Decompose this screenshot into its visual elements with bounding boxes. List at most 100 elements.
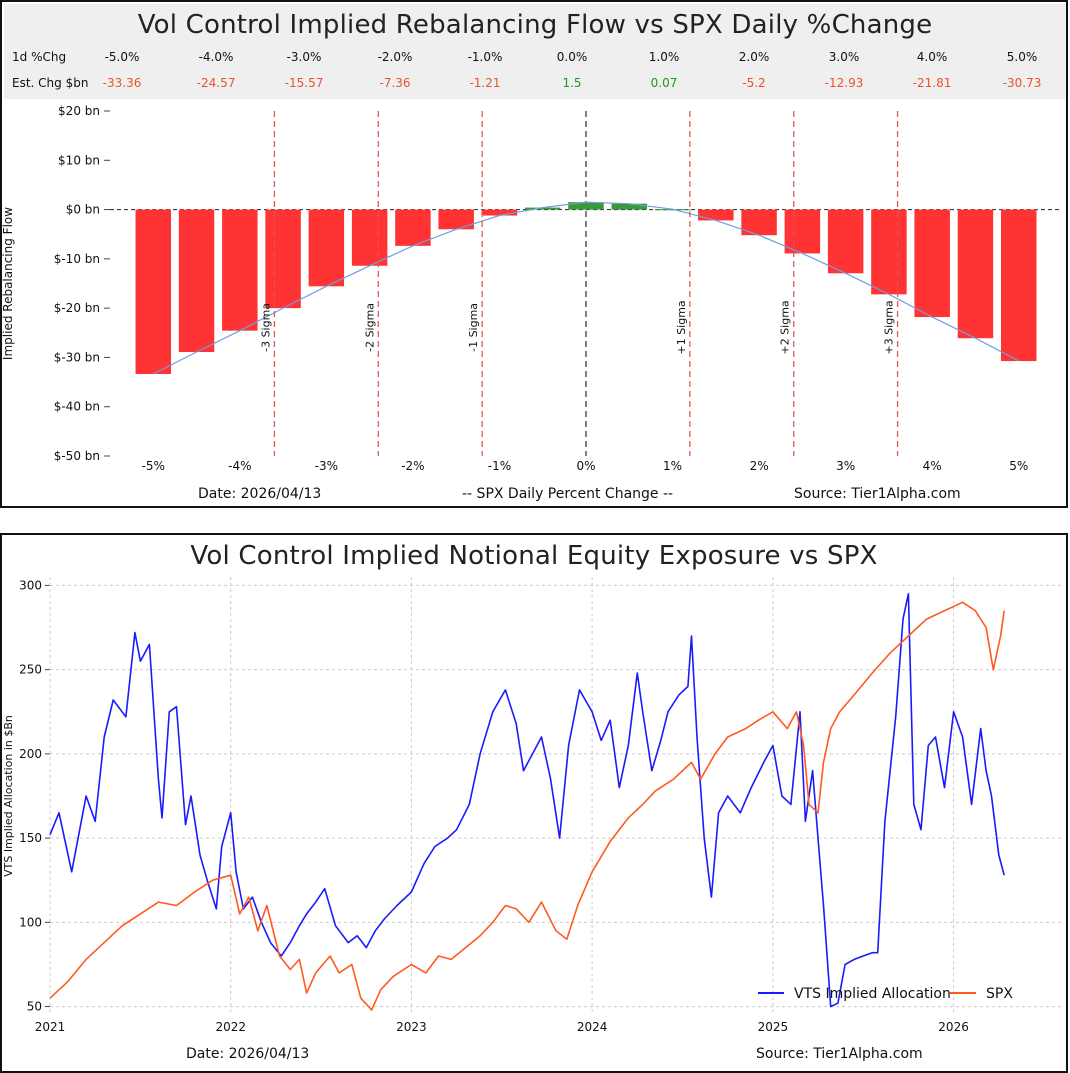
y-tick-label: $-30 bn [54,350,100,364]
flow-bar [222,209,258,331]
y-tick-label: 300 [19,578,42,592]
legend-label: SPX [986,986,1013,1002]
estimate-table: Vol Control Implied Rebalancing Flow vs … [4,4,1066,99]
flow-bar [827,209,864,274]
pct-cell: -4.0% [198,50,234,64]
flow-bar [1000,209,1037,362]
pct-cell: -1.0% [467,50,503,64]
x-tick-label: -2% [401,459,424,473]
pct-cell: 4.0% [916,50,948,64]
pct-cell: 5.0% [1006,50,1038,64]
flow-bar [698,209,734,221]
x-tick-label: 3% [836,459,855,473]
fit-curve [153,201,1019,375]
spx-line [49,601,1005,1011]
pct-cell: -3.0% [286,50,322,64]
est-cell: 1.5 [562,76,582,90]
est-cell: 0.07 [650,76,678,90]
y-tick-label: $-20 bn [54,301,100,315]
chart-title: Vol Control Implied Notional Equity Expo… [190,541,878,571]
x-tick-label: 2023 [396,1020,427,1034]
x-tick-label: 2026 [938,1020,969,1034]
vts-allocation-line [49,593,1005,1008]
est-cell: -12.93 [824,76,864,90]
flow-bar [914,209,950,318]
est-cell: -30.73 [1002,76,1042,90]
x-tick-label: 2024 [577,1020,608,1034]
flow-bar [351,209,388,266]
pct-cell: 3.0% [828,50,860,64]
est-cell: -7.36 [379,76,411,90]
flow-bar [395,209,431,246]
est-cell: -33.36 [102,76,142,90]
y-tick-label: $20 bn [58,104,100,118]
y-tick-label: $0 bn [66,203,100,217]
chart-source: Source: Tier1Alpha.com [756,1046,923,1062]
sigma-label: +3 Sigma [883,300,896,354]
x-tick-label: -3% [315,459,338,473]
pct-row-label: 1d %Chg [12,50,67,64]
x-axis-label: -- SPX Daily Percent Change -- [462,486,674,502]
sigma-label: -2 Sigma [363,303,376,352]
y-tick-label: $10 bn [58,153,100,167]
rebalancing-bar-chart: $20 bn $10 bn $0 bn $-10 bn $-20 bn $-30 bn $-… [2,104,1062,473]
est-cell: -15.57 [284,76,324,90]
y-axis-label: VTS Implied Allocation in $Bn [2,715,15,877]
chart-source: Source: Tier1Alpha.com [794,486,961,502]
legend-label: VTS Implied Allocation [794,986,951,1002]
sigma-label: -3 Sigma [259,303,272,352]
y-tick-label: $-40 bn [54,400,100,414]
flow-bar [265,209,301,309]
equity-exposure-panel: Vol Control Implied Notional Equity Expo… [0,533,1068,1073]
y-tick-label: $-10 bn [54,252,100,266]
pct-cell: 1.0% [648,50,680,64]
y-tick-label: 250 [19,663,42,677]
x-tick-label: -5% [142,459,165,473]
flow-bar [135,209,172,374]
y-tick-label: $-50 bn [54,449,100,463]
x-tick-label: 5% [1009,459,1028,473]
est-cell: -21.81 [912,76,952,90]
chart-title: Vol Control Implied Rebalancing Flow vs … [137,10,933,40]
flow-bar [871,209,907,295]
x-tick-label: 2025 [758,1020,789,1034]
y-tick-label: 200 [19,747,42,761]
x-tick-label: -4% [228,459,251,473]
flow-bar [957,209,994,339]
sigma-label: +1 Sigma [675,300,688,354]
flow-bar [524,207,561,210]
flow-bar [784,209,821,254]
x-tick-label: 2% [750,459,769,473]
pct-cell: -5.0% [104,50,140,64]
y-tick-label: 50 [27,1000,42,1014]
pct-cell: 2.0% [738,50,770,64]
flow-bar [568,202,604,210]
y-tick-label: 150 [19,831,42,845]
flow-bar [438,209,474,230]
est-cell: -24.57 [196,76,236,90]
x-tick-label: 4% [923,459,942,473]
x-tick-label: 0% [576,459,595,473]
x-tick-label: 2022 [215,1020,246,1034]
x-tick-label: 2021 [35,1020,66,1034]
flow-bar [481,209,518,216]
sigma-label: -1 Sigma [467,303,480,352]
chart-date: Date: 2026/04/13 [198,486,322,502]
flow-bar [308,209,345,287]
exposure-line-chart: 50 100 150 200 250 300 2021 2022 2023 2024 2025 202… [2,577,1062,1034]
sigma-label: +2 Sigma [779,300,792,354]
y-tick-label: 100 [19,915,42,929]
flow-bar [178,209,215,353]
pct-cell: -2.0% [377,50,413,64]
rebalancing-flow-panel: Vol Control Implied Rebalancing Flow vs … [0,0,1068,508]
chart-date: Date: 2026/04/13 [186,1046,310,1062]
panel-gap [0,508,1070,533]
x-tick-label: 1% [663,459,682,473]
pct-cell: 0.0% [556,50,588,64]
est-cell: -1.21 [469,76,501,90]
flow-bar [611,203,648,210]
est-row-label: Est. Chg $bn [12,76,89,90]
est-cell: -5.2 [742,76,766,90]
y-axis-label: Implied Rebalancing Flow [2,207,15,360]
x-tick-label: -1% [488,459,511,473]
